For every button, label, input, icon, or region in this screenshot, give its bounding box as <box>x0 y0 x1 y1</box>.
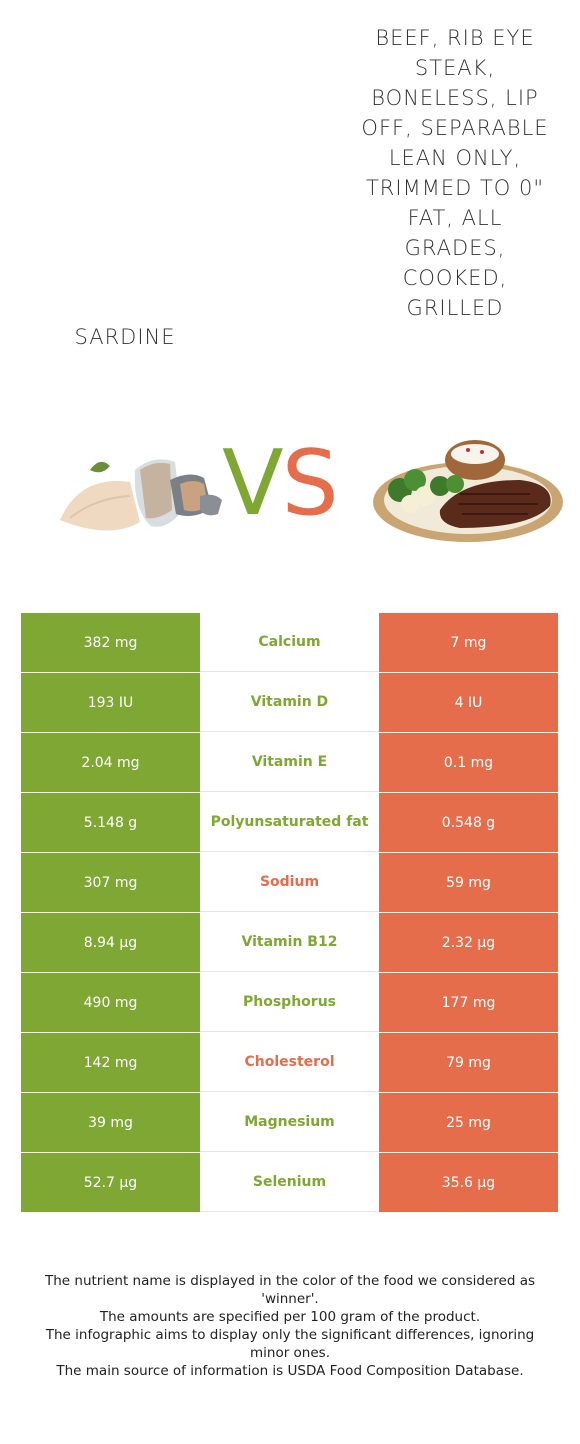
left-food-title: Sardine <box>74 325 176 349</box>
footer-line-3: The infographic aims to display only the… <box>45 1327 535 1361</box>
right-value: 25 mg <box>379 1093 558 1152</box>
right-value: 79 mg <box>379 1033 558 1092</box>
left-value: 52.7 µg <box>21 1153 200 1212</box>
table-row: 39 mg Magnesium 25 mg <box>21 1093 558 1153</box>
left-value: 8.94 µg <box>21 913 200 972</box>
nutrient-name: Vitamin D <box>200 673 379 732</box>
table-row: 5.148 g Polyunsaturated fat 0.548 g <box>21 793 558 853</box>
vs-s: S <box>281 431 339 536</box>
nutrient-name: Vitamin E <box>200 733 379 792</box>
right-food-title: Beef, rib eye steak, boneless, lip off, … <box>361 26 549 320</box>
right-value: 4 IU <box>379 673 558 732</box>
table-row: 382 mg Calcium 7 mg <box>21 613 558 673</box>
right-value: 35.6 µg <box>379 1153 558 1212</box>
left-value: 39 mg <box>21 1093 200 1152</box>
left-value: 307 mg <box>21 853 200 912</box>
table-row: 490 mg Phosphorus 177 mg <box>21 973 558 1033</box>
table-row: 8.94 µg Vitamin B12 2.32 µg <box>21 913 558 973</box>
left-value: 2.04 mg <box>21 733 200 792</box>
right-value: 7 mg <box>379 613 558 672</box>
nutrient-name: Selenium <box>200 1153 379 1212</box>
table-row: 307 mg Sodium 59 mg <box>21 853 558 913</box>
table-row: 52.7 µg Selenium 35.6 µg <box>21 1153 558 1213</box>
table-row: 2.04 mg Vitamin E 0.1 mg <box>21 733 558 793</box>
nutrient-name: Calcium <box>200 613 379 672</box>
right-value: 177 mg <box>379 973 558 1032</box>
nutrient-name: Vitamin B12 <box>200 913 379 972</box>
sardine-photo-icon <box>60 459 222 531</box>
right-value: 2.32 µg <box>379 913 558 972</box>
nutrient-name: Magnesium <box>200 1093 379 1152</box>
left-value: 382 mg <box>21 613 200 672</box>
footer-notes: The nutrient name is displayed in the co… <box>30 1272 550 1380</box>
footer-line-2: The amounts are specified per 100 gram o… <box>99 1309 481 1325</box>
vs-v: V <box>222 431 284 536</box>
nutrient-name: Sodium <box>200 853 379 912</box>
left-value: 5.148 g <box>21 793 200 852</box>
vs-label: VS <box>222 431 339 536</box>
right-value: 0.548 g <box>379 793 558 852</box>
nutrient-name: Cholesterol <box>200 1033 379 1092</box>
nutrient-name: Phosphorus <box>200 973 379 1032</box>
right-value: 59 mg <box>379 853 558 912</box>
table-row: 142 mg Cholesterol 79 mg <box>21 1033 558 1093</box>
footer-line-1: The nutrient name is displayed in the co… <box>44 1273 536 1307</box>
nutrient-name: Polyunsaturated fat <box>200 793 379 852</box>
left-value: 193 IU <box>21 673 200 732</box>
footer-line-4: The main source of information is USDA F… <box>56 1363 524 1379</box>
left-value: 490 mg <box>21 973 200 1032</box>
right-value: 0.1 mg <box>379 733 558 792</box>
steak-plate-photo-icon <box>373 440 563 542</box>
left-value: 142 mg <box>21 1033 200 1092</box>
